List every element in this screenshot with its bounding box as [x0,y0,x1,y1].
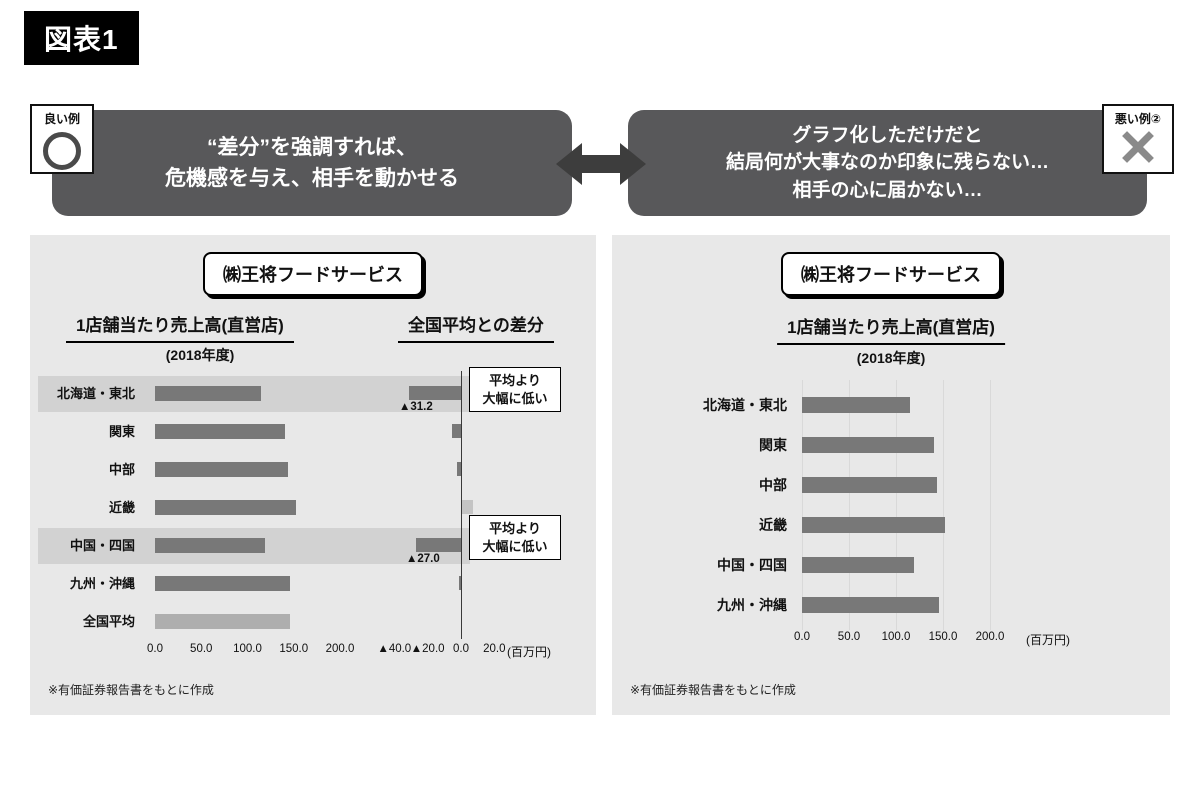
left-diff-chart-title: 全国平均との差分 [398,311,554,343]
right-chart-rows: 北海道・東北関東中部近畿中国・四国九州・沖縄 0.0 50.0 100.0 150.0 2… [632,380,1152,655]
sales-bar [155,538,266,553]
axis-tick-label: 50.0 [190,643,213,655]
gridline [802,380,803,630]
right-footnote: ※有価証券報告書をもとに作成 [630,683,796,697]
good-example-bubble: “差分”を強調すれば、 危機感を与え、相手を動かせる [52,110,572,216]
right-sales-chart-subtitle: (2018年度) [856,350,926,366]
axis-tick-label: 150.0 [279,643,309,655]
figure-label: 図表1 [24,11,139,65]
category-label: 中部 [108,462,135,477]
bad-example-bubble: グラフ化しただけだと 結局何が大事なのか印象に残らない… 相手の心に届かない… [628,110,1147,216]
sales-bar [802,597,939,613]
category-label: 関東 [108,424,135,439]
category-label: 中国・四国 [717,557,787,573]
good-example-chart-panel: ㈱王将フードサービス 1店舗当たり売上高(直営店) (2018年度) 全国平均と… [30,235,596,715]
right-sales-chart-title: 1店舗当たり売上高(直営店) [777,313,1005,345]
good-example-badge-label: 良い例 [43,112,80,126]
axis-tick-label: 150.0 [928,631,958,643]
category-label: 近畿 [759,517,787,533]
callout-significantly-lower-bottom: 平均より 大幅に低い [469,515,561,561]
axis-tick-label: 0.0 [453,643,469,655]
axis-tick-label: 100.0 [233,643,262,655]
gridline [990,380,991,630]
sales-bar [802,557,914,573]
sales-bar [155,386,262,401]
sales-bar [802,397,910,413]
category-label: 北海道・東北 [703,397,787,413]
sales-bar [155,614,291,629]
category-label: 九州・沖縄 [69,576,135,591]
diff-zero-axis [461,371,462,639]
circle-icon [43,132,81,170]
gridline [943,380,944,630]
good-bubble-line-2: 危機感を与え、相手を動かせる [165,167,459,190]
category-label: 関東 [759,437,787,453]
category-label: 北海道・東北 [56,386,135,401]
axis-tick-label: 200.0 [975,631,1005,643]
diff-bar [451,424,461,438]
diff-value-label: ▲31.2 [399,401,433,413]
good-bubble-line-1: “差分”を強調すれば、 [207,135,417,159]
category-label: 全国平均 [82,614,135,629]
axis-unit-label: (百万円) [507,645,551,659]
category-label: 近畿 [108,500,135,515]
bad-bubble-line-2: 結局何が大事なのか印象に残らない… [725,152,1049,174]
gridline [849,380,850,630]
bad-bubble-line-3: 相手の心に届かない… [792,179,983,201]
sales-bar [155,424,285,439]
diff-bar [409,386,461,400]
axis-tick-label: ▲20.0 [410,643,445,655]
category-label: 九州・沖縄 [717,597,787,613]
bad-bubble-line-1: グラフ化しただけだと [792,124,983,146]
sales-bar [155,576,290,591]
sales-bar [155,500,297,515]
left-footnote: ※有価証券報告書をもとに作成 [48,683,214,697]
double-arrow-icon [556,137,646,191]
axis-tick-label: 100.0 [881,631,911,643]
left-sales-chart-subtitle: (2018年度) [165,347,235,363]
bad-example-badge-label: 悪い例② [1114,112,1162,126]
gridline [896,380,897,630]
axis-unit-label: (百万円) [1026,633,1070,647]
good-example-badge: 良い例 [30,104,94,174]
category-label: 中部 [759,477,787,493]
sales-bar [802,517,946,533]
diff-bar [462,500,473,514]
bad-example-chart-panel: ㈱王将フードサービス 1店舗当たり売上高(直営店) (2018年度) 北海道・東… [612,235,1170,715]
callout-significantly-lower-top: 平均より 大幅に低い [469,367,561,413]
company-name-box-right: ㈱王将フードサービス [781,252,1001,296]
axis-tick-label: 20.0 [483,643,506,655]
left-sales-chart-title: 1店舗当たり売上高(直営店) [66,311,294,343]
axis-tick-label: 0.0 [794,631,810,643]
diff-value-label: ▲27.0 [406,553,440,565]
axis-tick-label: 50.0 [837,631,861,643]
sales-bar [802,477,937,493]
x-icon [1120,130,1156,164]
left-chart-rows: 平均より 大幅に低い 平均より 大幅に低い 北海道・東北 ▲31.2 関東中部近畿中… [38,367,585,675]
company-name-box-left: ㈱王将フードサービス [203,252,423,296]
axis-tick-label: 200.0 [325,643,355,655]
axis-tick-label: ▲40.0 [377,643,412,655]
sales-bar [155,462,288,477]
diff-bar [416,538,461,552]
sales-bar [802,437,935,453]
axis-tick-label: 0.0 [147,643,163,655]
category-label: 中国・四国 [69,538,135,553]
bad-example-badge: 悪い例② [1102,104,1174,174]
diff-bar [456,462,461,476]
diff-bar [458,576,461,590]
